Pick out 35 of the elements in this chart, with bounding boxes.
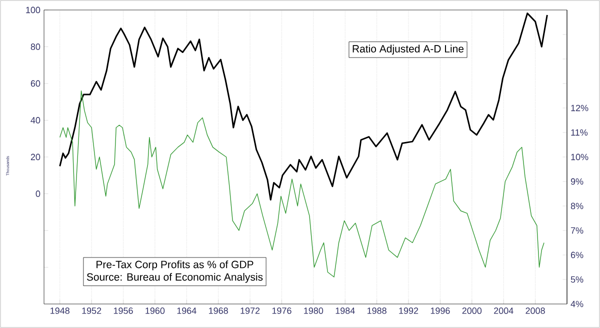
x-tick-label: 1984: [336, 308, 355, 314]
x-tick-label: 1960: [146, 308, 165, 314]
text: Ratio Adjusted A-D Line: [352, 44, 464, 55]
y2-tick-label: 11%: [571, 129, 588, 136]
y2-tick-label: 5%: [570, 276, 584, 283]
y2-tick-label: 12%: [571, 104, 588, 112]
x-tick-label: 1952: [82, 308, 102, 314]
text: Pre-Tax Corp Profits as % of GDP: [96, 260, 254, 270]
x-tick-label: 2008: [526, 308, 545, 314]
x-tick-label: 1956: [114, 308, 133, 314]
x-tick-label: 1976: [272, 308, 292, 314]
x-tick-label: 1948: [50, 308, 70, 314]
y-tick-label: 40: [30, 117, 40, 124]
y2-tick-label: 8%: [570, 202, 584, 210]
annotation: Source: Bureau of Economic Analysis: [86, 273, 263, 283]
x-tick-label: 1996: [430, 308, 450, 314]
y2-tick-label: 9%: [570, 178, 584, 185]
x-tick-label: 1988: [367, 308, 386, 314]
y2-tick-label: 6%: [570, 252, 584, 258]
y-tick-label: 60: [30, 80, 40, 87]
y-tick-label: 0: [36, 190, 40, 197]
x-tick-label: 1964: [177, 308, 196, 314]
y2-tick-label: 4%: [570, 300, 584, 308]
y-tick-label: 20: [30, 154, 40, 160]
x-tick-label: 1992: [399, 308, 418, 314]
y-tick-label: 100: [26, 6, 40, 14]
x-tick-label: 2004: [494, 308, 514, 314]
y-tick-label: 80: [30, 44, 40, 50]
x-tick-label: 2000: [462, 308, 482, 314]
y2-tick-label: 7%: [570, 227, 584, 234]
x-tick-label: 1980: [304, 308, 324, 314]
x-tick-label: 1972: [240, 308, 260, 314]
x-tick-label: 1968: [209, 308, 228, 314]
y2-tick-label: 10%: [571, 154, 588, 160]
line-series: [59, 12, 548, 201]
